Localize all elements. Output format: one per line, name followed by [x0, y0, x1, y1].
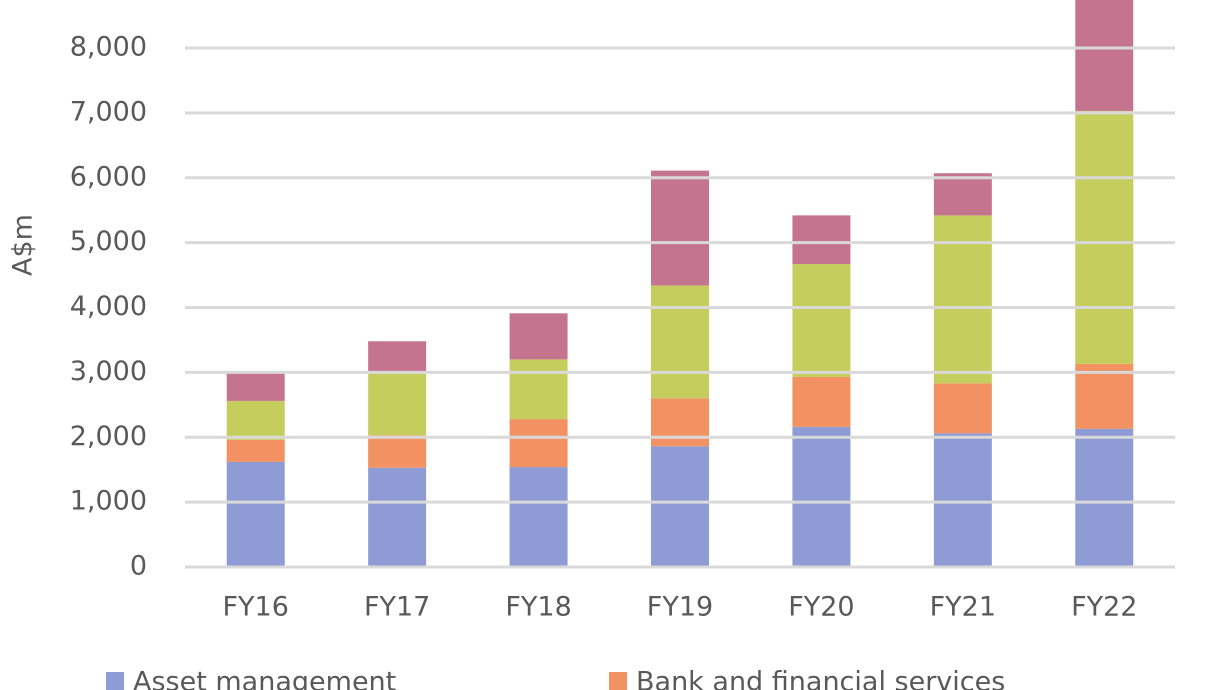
bar-segment: [651, 446, 709, 567]
legend-label: Bank and financial services: [636, 667, 1005, 690]
bar-segment: [368, 435, 427, 468]
bar-segment: [1075, 363, 1134, 429]
bar-segment: [933, 173, 992, 216]
bar-segment: [368, 341, 427, 373]
x-tick-label: FY22: [1071, 592, 1137, 623]
bar-segment: [368, 372, 427, 436]
legend-swatch: [106, 672, 124, 690]
bar-segment: [792, 264, 851, 377]
y-tick-label: 6,000: [70, 161, 147, 192]
x-tick-label: FY19: [647, 592, 713, 623]
y-tick-label: 1,000: [70, 486, 147, 517]
bar-segment: [651, 285, 709, 399]
x-tick-label: FY16: [223, 592, 289, 623]
y-tick-label: 3,000: [70, 356, 147, 387]
x-tick-label: FY20: [788, 592, 854, 623]
bar-segment: [1075, 110, 1134, 364]
legend-swatch: [609, 672, 627, 690]
x-tick-label: FY18: [505, 592, 571, 623]
y-tick-label: 4,000: [70, 291, 147, 322]
bar-segment: [792, 376, 851, 427]
bar-segment: [651, 398, 709, 447]
x-tick-label: FY21: [930, 592, 996, 623]
y-tick-label: 8,000: [70, 32, 147, 63]
bar-segment: [1075, 0, 1134, 111]
bar-segment: [226, 371, 285, 401]
bar-segment: [792, 215, 851, 265]
bar-segment: [933, 433, 992, 567]
bar-segment: [509, 313, 568, 360]
bar-segment: [368, 467, 427, 567]
y-tick-label: 7,000: [70, 96, 147, 127]
bar-segment: [933, 215, 992, 384]
bar-segment: [226, 400, 285, 440]
bar-segment: [509, 359, 568, 420]
y-axis-label: A$m: [8, 214, 39, 276]
bar-segment: [933, 383, 992, 434]
bar-segment: [792, 426, 851, 567]
y-tick-label: 5,000: [70, 226, 147, 257]
legend-label: Asset management: [133, 667, 396, 690]
bar-segment: [509, 467, 568, 567]
y-tick-label: 0: [130, 551, 147, 582]
bar-segment: [1075, 428, 1134, 567]
plot-area: [226, 0, 1134, 567]
bar-segment: [226, 439, 285, 462]
x-tick-label: FY17: [364, 592, 430, 623]
bar-segment: [226, 461, 285, 567]
bar-segment: [509, 419, 568, 468]
y-tick-label: 2,000: [70, 421, 147, 452]
bar-segment: [651, 170, 709, 286]
